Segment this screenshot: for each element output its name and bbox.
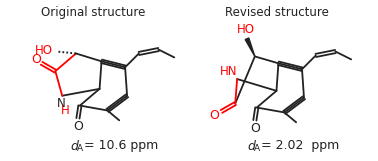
Text: N: N <box>57 97 66 110</box>
Text: O: O <box>73 120 83 133</box>
Text: = 10.6 ppm: = 10.6 ppm <box>80 139 158 152</box>
Text: Original structure: Original structure <box>42 6 146 19</box>
Text: HO: HO <box>237 23 255 36</box>
Text: O: O <box>31 53 40 66</box>
Text: H: H <box>61 104 70 117</box>
Text: HN: HN <box>220 65 237 78</box>
Text: Revised structure: Revised structure <box>225 6 328 19</box>
Text: O: O <box>250 122 260 135</box>
Text: A: A <box>77 144 83 153</box>
Text: $d$: $d$ <box>70 139 80 153</box>
Text: $d$: $d$ <box>247 139 257 153</box>
Polygon shape <box>245 38 255 56</box>
Text: O: O <box>210 109 220 122</box>
Text: HO: HO <box>34 44 53 57</box>
Text: = 2.02  ppm: = 2.02 ppm <box>257 139 339 152</box>
Text: A: A <box>254 144 260 153</box>
